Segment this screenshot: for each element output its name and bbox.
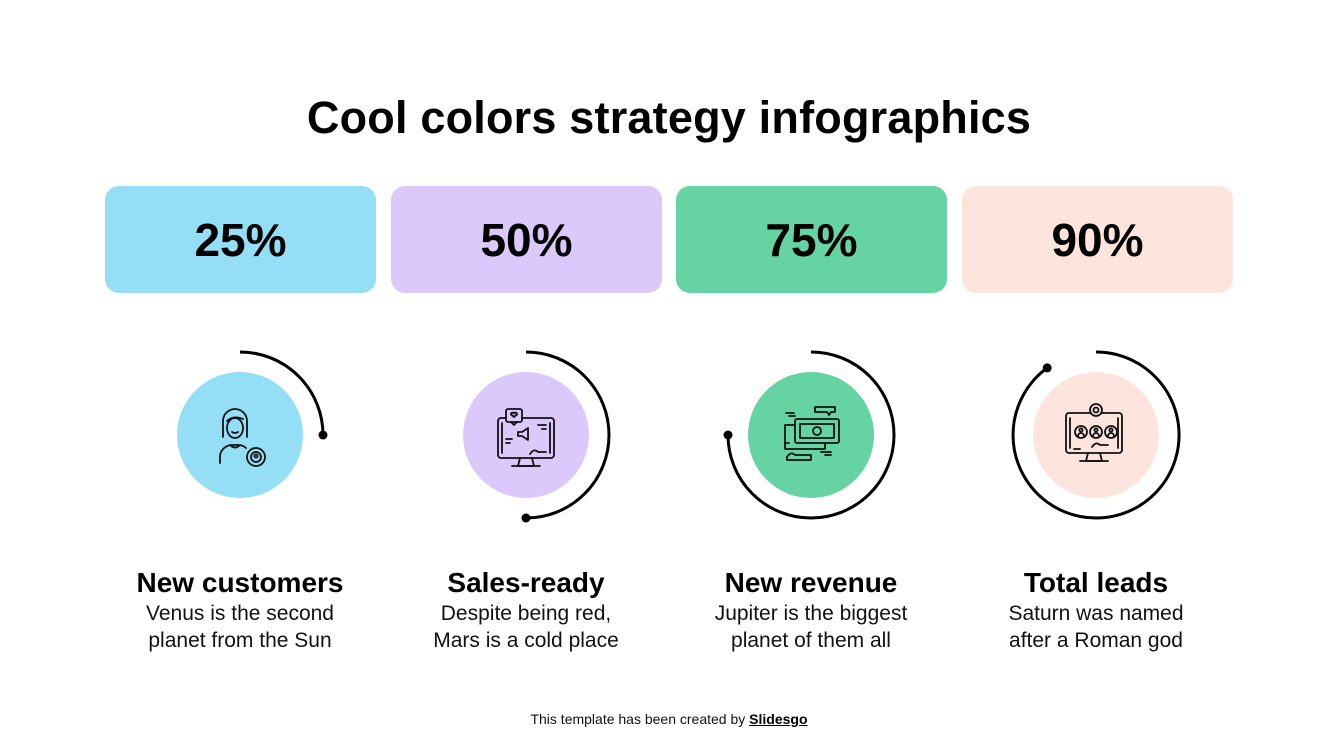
caption-new-revenue: New revenue Jupiter is the biggest plane…	[661, 566, 961, 654]
stat-box-sales-ready: 50%	[391, 186, 662, 293]
caption-title: Sales-ready	[447, 567, 605, 598]
progress-ring-75	[711, 335, 911, 535]
stat-value: 75%	[765, 213, 858, 266]
footer-credit: This template has been created by Slides…	[0, 711, 1338, 727]
slidesgo-link[interactable]: Slidesgo	[749, 711, 808, 727]
caption-new-customers: New customers Venus is the second planet…	[90, 566, 390, 654]
stat-box-new-revenue: 75%	[676, 186, 947, 293]
stat-value: 25%	[194, 213, 287, 266]
caption-description: Jupiter is the biggest planet of them al…	[714, 602, 908, 652]
stat-value: 90%	[1051, 213, 1144, 266]
caption-description: Saturn was named after a Roman god	[1008, 602, 1184, 652]
monitor-megaphone-icon	[497, 408, 555, 467]
stat-value: 50%	[480, 213, 573, 266]
monitor-users-icon	[1065, 403, 1123, 462]
progress-ring-25	[140, 335, 340, 535]
progress-ring-90	[996, 335, 1196, 535]
caption-title: Total leads	[1023, 567, 1169, 598]
caption-total-leads: Total leads Saturn was named after a Rom…	[946, 566, 1246, 654]
customer-woman-icon	[219, 408, 266, 467]
caption-title: New customers	[136, 567, 344, 598]
caption-description: Venus is the second planet from the Sun	[146, 602, 334, 652]
stat-box-total-leads: 90%	[962, 186, 1233, 293]
footer-text: This template has been created by	[530, 711, 750, 727]
stat-box-new-customers: 25%	[105, 186, 376, 293]
page-title: Cool colors strategy infographics	[306, 92, 1032, 143]
caption-title: New revenue	[724, 567, 898, 598]
progress-ring-50	[426, 335, 626, 535]
money-bill-icon	[784, 406, 840, 461]
caption-description: Despite being red, Mars is a cold place	[433, 602, 619, 652]
caption-sales-ready: Sales-ready Despite being red, Mars is a…	[376, 566, 676, 654]
